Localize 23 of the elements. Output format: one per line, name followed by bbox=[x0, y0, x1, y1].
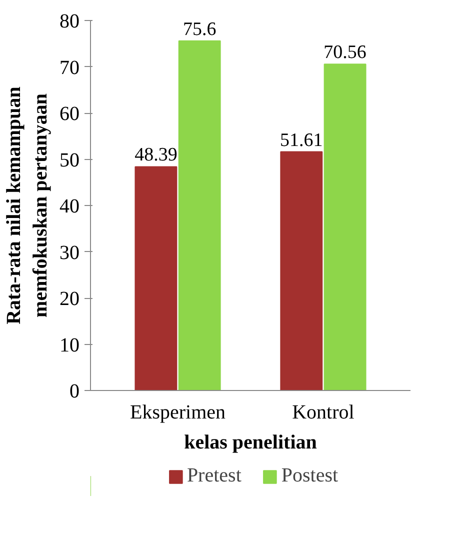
bar bbox=[280, 151, 323, 390]
y-axis-title: Rata-rata nilai kemampuan memfokuskan pertanyaan bbox=[3, 86, 52, 324]
data-label: 48.39 bbox=[134, 144, 178, 166]
y-tick-label: 30 bbox=[60, 242, 80, 264]
data-label: 70.56 bbox=[324, 42, 366, 64]
y-tick-label: 80 bbox=[60, 10, 80, 32]
bar bbox=[134, 166, 178, 390]
y-tick-label: 0 bbox=[70, 380, 80, 402]
x-axis-title: kelas penelitian bbox=[184, 432, 317, 454]
y-tick-label: 70 bbox=[60, 56, 80, 79]
y-tick-label: 60 bbox=[60, 103, 80, 125]
y-tick-label: 20 bbox=[60, 288, 80, 310]
y-tick-label: 40 bbox=[60, 196, 80, 218]
x-tick-label: Eksperimen bbox=[130, 402, 226, 424]
legend-label: Postest bbox=[281, 464, 338, 488]
y-tick-label: 50 bbox=[60, 149, 80, 172]
data-label: 75.6 bbox=[182, 18, 216, 40]
x-tick-label: Kontrol bbox=[292, 402, 355, 424]
data-label: 51.61 bbox=[280, 130, 323, 151]
y-tick-label: 10 bbox=[60, 334, 80, 356]
bar bbox=[324, 64, 366, 390]
bar bbox=[178, 40, 221, 390]
legend-label: Pretest bbox=[186, 464, 242, 488]
